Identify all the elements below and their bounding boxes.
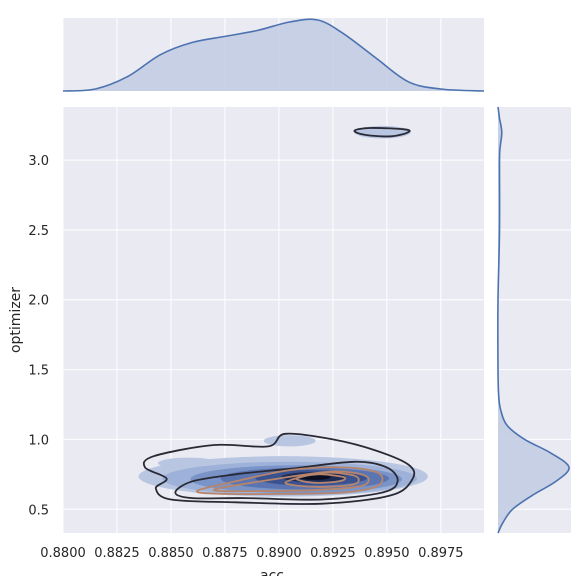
x-tick-label: 0.8975 [418,546,464,561]
kde-contour-line [142,432,416,505]
kde-contour-line [213,470,370,493]
x-tick-label: 0.8825 [94,546,140,561]
kde-fill-lobe [263,435,316,447]
y-tick-label: 1.0 [28,433,49,448]
y-tick-label: 0.5 [28,503,49,518]
x-tick-label: 0.8900 [256,546,302,561]
x-tick-label: 0.8800 [40,546,86,561]
x-axis-tick-labels: 0.8800 0.8825 0.8850 0.8875 0.8900 0.8925 0.89… [40,546,463,561]
right-marginal-density-fill [497,107,570,533]
kde-contour-line [174,460,399,501]
top-marginal-density-line [62,18,485,92]
kde-contour-line [295,473,347,484]
x-tick-label: 0.8875 [202,546,248,561]
right-marginal-density-line [497,106,570,534]
y-tick-label: 2.0 [28,294,49,309]
x-axis-label: acc [260,568,284,576]
y-tick-label: 3.0 [28,154,49,169]
x-tick-label: 0.8850 [148,546,194,561]
y-axis-label: optimizer [8,287,24,353]
y-axis-tick-labels: 0.5 1.0 1.5 2.0 2.5 3.0 [28,154,49,518]
x-tick-label: 0.8950 [364,546,410,561]
y-tick-label: 1.5 [28,364,49,379]
kde-contour-line [353,127,411,138]
x-tick-label: 0.8925 [310,546,356,561]
right-marginal-grid [498,159,571,510]
kde-contour-line [284,471,360,488]
kde-contour-line [195,466,384,496]
top-marginal-density-fill [63,19,484,91]
kde-contour-lines [142,127,416,505]
y-tick-label: 2.5 [28,224,49,239]
